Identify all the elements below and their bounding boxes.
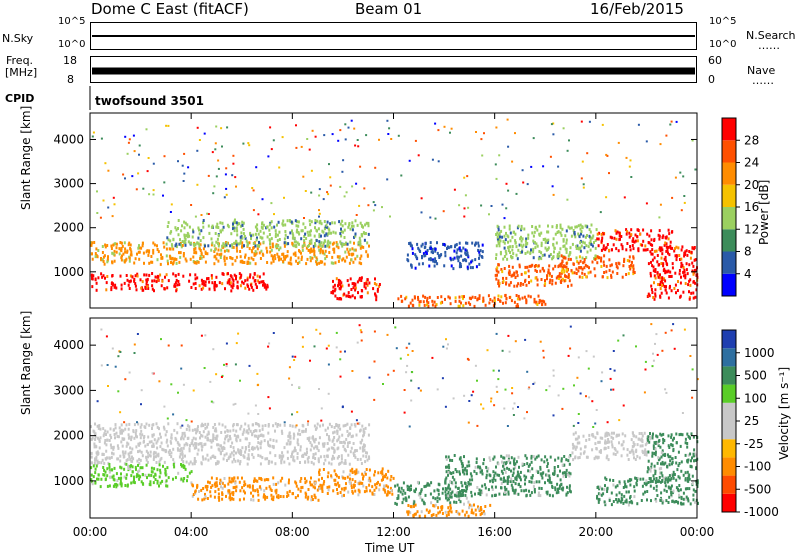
power-colorbar-segment xyxy=(722,163,736,185)
velocity-colorbar-segment xyxy=(722,476,736,494)
velocity-colorbar-segment xyxy=(722,421,736,439)
velocity-colorbar-label: 100 xyxy=(744,391,767,405)
x-tick-label: 04:00 xyxy=(174,525,209,539)
velocity-colorbar-label: 25 xyxy=(744,414,759,428)
power-colorbar-segment xyxy=(722,207,736,229)
velocity-colorbar-segment xyxy=(722,403,736,421)
velocity-ytick-label: 4000 xyxy=(53,338,84,352)
velocity-colorbar-label: 1000 xyxy=(744,346,775,360)
power-ytick-label: 1000 xyxy=(53,265,84,279)
velocity-ytick-label: 3000 xyxy=(53,383,84,397)
x-tick-label: 12:00 xyxy=(376,525,411,539)
velocity-colorbar-label: -25 xyxy=(744,437,764,451)
x-tick-label: 08:00 xyxy=(275,525,310,539)
velocity-colorbar-label: 500 xyxy=(744,369,767,383)
power-colorbar-segment xyxy=(722,185,736,207)
x-tick-label: 16:00 xyxy=(477,525,512,539)
power-colorbar-label: 8 xyxy=(744,245,752,259)
power-colorbar-segment xyxy=(722,274,736,296)
power-colorbar-segment xyxy=(722,229,736,251)
velocity-colorbar-segment xyxy=(722,385,736,403)
velocity-colorbar-segment xyxy=(722,439,736,457)
x-tick-label: 20:00 xyxy=(579,525,614,539)
power-colorbar-label: 12 xyxy=(744,222,759,236)
x-tick-label: 00:00 xyxy=(680,525,715,539)
velocity-colorbar-label: -500 xyxy=(744,482,771,496)
velocity-plot-area xyxy=(90,318,697,518)
velocity-colorbar-segment xyxy=(722,457,736,475)
power-plot-area xyxy=(90,113,697,308)
power-colorbar-segment xyxy=(722,118,736,140)
power-ytick-label: 2000 xyxy=(53,221,84,235)
power-colorbar-label: 28 xyxy=(744,133,759,147)
velocity-colorbar-segment xyxy=(722,366,736,384)
velocity-colorbar-label: -1000 xyxy=(744,505,779,519)
power-colorbar-segment xyxy=(722,140,736,162)
power-ytick-label: 4000 xyxy=(53,132,84,146)
velocity-colorbar-segment xyxy=(722,348,736,366)
power-colorbar-label: 20 xyxy=(744,178,759,192)
power-colorbar-segment xyxy=(722,252,736,274)
power-ytick-label: 3000 xyxy=(53,177,84,191)
velocity-ytick-label: 1000 xyxy=(53,474,84,488)
power-colorbar-label: 24 xyxy=(744,156,759,170)
velocity-ytick-label: 2000 xyxy=(53,429,84,443)
power-colorbar-label: 16 xyxy=(744,200,759,214)
velocity-colorbar-segment xyxy=(722,494,736,512)
velocity-colorbar-label: -100 xyxy=(744,460,771,474)
velocity-colorbar-segment xyxy=(722,330,736,348)
x-tick-label: 00:00 xyxy=(73,525,108,539)
power-colorbar-label: 4 xyxy=(744,267,752,281)
